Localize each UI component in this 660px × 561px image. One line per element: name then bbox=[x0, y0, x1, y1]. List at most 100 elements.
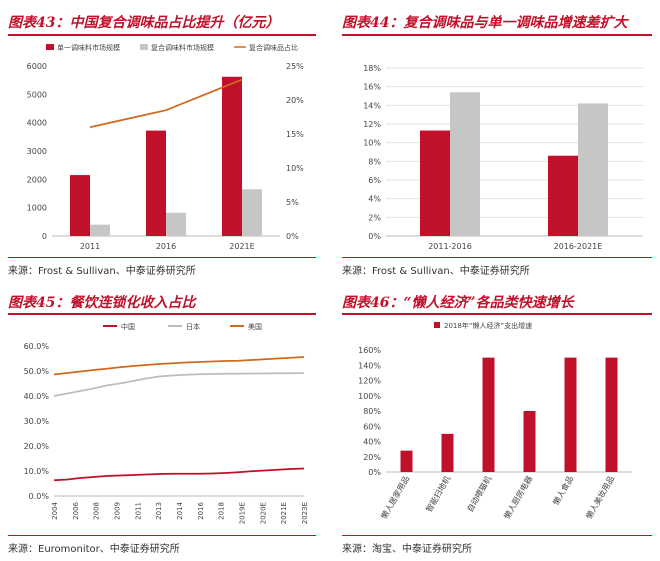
chart-44: 0% 2% 4% 6% 8% 10% 12% 14% 16% 18% 2011-2016 2016-2… bbox=[363, 64, 644, 251]
legend-label: 日本 bbox=[186, 322, 200, 331]
x-tick-label: 2016 bbox=[156, 242, 176, 251]
series-line bbox=[53, 467, 305, 482]
y-tick-label: 10% bbox=[363, 139, 381, 148]
bar bbox=[242, 189, 262, 236]
y-tick-label: 20% bbox=[363, 453, 381, 462]
panel-44: 图表44：复合调味品与单一调味品增速差扩大 0% 2% 4% 6% 8% 10% 12% 14… bbox=[342, 6, 652, 277]
bar bbox=[166, 212, 186, 236]
y-tick-label: 3000 bbox=[27, 147, 47, 156]
panel-title: 图表45：餐饮连锁化收入占比 bbox=[8, 295, 196, 311]
legend-label: 美国 bbox=[248, 322, 262, 331]
bar bbox=[441, 433, 454, 472]
y-tick-label: 4% bbox=[368, 195, 381, 204]
legend-swatch bbox=[434, 322, 440, 328]
y-tick-label: 50.0% bbox=[24, 367, 50, 376]
source-text: 来源：淘宝、中泰证券研究所 bbox=[342, 544, 472, 555]
x-tick-label: 2021E bbox=[280, 502, 288, 524]
x-tick-label: 2023E bbox=[301, 502, 309, 524]
x-tick-label: 懒人食品 bbox=[551, 474, 576, 507]
legend-label: 复合调味料市场规模 bbox=[151, 43, 214, 52]
source-text: 来源：Euromonitor、中泰证券研究所 bbox=[8, 544, 180, 555]
y-tick-label: 30.0% bbox=[24, 417, 50, 426]
source-rule bbox=[342, 535, 652, 536]
panel-title: 图表43：中国复合调味品占比提升（亿元） bbox=[8, 15, 280, 31]
x-tick-label: 2006 bbox=[72, 501, 80, 519]
legend-label: 2018年“懒人经济”支出增速 bbox=[444, 321, 532, 330]
x-tick-label: 2014 bbox=[176, 501, 184, 519]
panel-46: 图表46：“懒人经济”各品类快速增长 2018年“懒人经济”支出增速 0% 20% 4… bbox=[342, 288, 652, 556]
y2-tick-label: 0% bbox=[286, 232, 299, 241]
x-tick-label: 自动喂猫机 bbox=[465, 474, 494, 514]
x-tick-label: 2013 bbox=[155, 502, 163, 520]
x-tick-label: 2009 bbox=[114, 502, 122, 520]
x-tick-label: 2016 bbox=[197, 501, 205, 519]
bar bbox=[564, 357, 577, 472]
bar bbox=[605, 357, 618, 472]
series-line bbox=[89, 78, 243, 129]
y-tick-label: 60.0% bbox=[24, 342, 50, 351]
bar bbox=[578, 103, 608, 236]
y-tick-label: 100% bbox=[358, 392, 381, 401]
chart-43: 单一调味料市场规模 复合调味料市场规模 复合调味品占比 0 1000 2000 3000 40… bbox=[27, 43, 305, 251]
x-tick-label: 2018 bbox=[218, 502, 226, 520]
bar bbox=[90, 224, 110, 236]
series-line bbox=[53, 356, 305, 376]
source-text: 来源：Frost & Sullivan、中泰证券研究所 bbox=[342, 266, 530, 277]
y-tick-label: 2% bbox=[368, 213, 381, 222]
y2-tick-label: 10% bbox=[286, 164, 304, 173]
bar bbox=[70, 175, 90, 236]
panel-title: 图表46：“懒人经济”各品类快速增长 bbox=[342, 295, 574, 311]
y-tick-label: 10.0% bbox=[24, 467, 50, 476]
bar bbox=[548, 155, 578, 236]
x-tick-label: 2011-2016 bbox=[428, 242, 472, 251]
legend-label: 复合调味品占比 bbox=[249, 43, 298, 52]
x-tick-label: 2016-2021E bbox=[554, 242, 603, 251]
y-tick-label: 18% bbox=[363, 64, 381, 73]
y-tick-label: 60% bbox=[363, 422, 381, 431]
legend-label: 单一调味料市场规模 bbox=[57, 43, 120, 52]
source-text: 来源：Frost & Sullivan、中泰证券研究所 bbox=[8, 266, 196, 277]
source-rule bbox=[8, 257, 316, 258]
title-rule bbox=[8, 313, 316, 315]
legend-swatch bbox=[140, 44, 148, 50]
bar bbox=[450, 92, 480, 236]
y-tick-label: 5000 bbox=[27, 90, 47, 99]
y-tick-label: 40% bbox=[363, 438, 381, 447]
x-tick-label: 2021E bbox=[229, 242, 254, 251]
y2-tick-label: 20% bbox=[286, 96, 304, 105]
legend-label: 中国 bbox=[121, 322, 135, 331]
y-tick-label: 4000 bbox=[27, 119, 47, 128]
legend-swatch bbox=[46, 44, 54, 50]
title-rule bbox=[8, 34, 316, 36]
x-tick-label: 懒人厨房电器 bbox=[502, 474, 535, 521]
panel-43: 图表43：中国复合调味品占比提升（亿元） 单一调味料市场规模 复合调味料市场规模 复… bbox=[8, 6, 316, 277]
y-tick-label: 12% bbox=[363, 120, 381, 129]
chart-45: 中国 日本 美国 0.0% 10.0% 20.0% 30.0% 40.0% 50.0% 60.0%… bbox=[24, 322, 309, 524]
y2-tick-label: 15% bbox=[286, 130, 304, 139]
y-tick-label: 2000 bbox=[27, 175, 47, 184]
y-tick-label: 80% bbox=[363, 407, 381, 416]
bar bbox=[482, 357, 495, 472]
chart-46: 2018年“懒人经济”支出增速 0% 20% 40% 60% 80% 100% 120% 140… bbox=[358, 321, 632, 521]
source-rule bbox=[342, 257, 652, 258]
x-tick-label: 2008 bbox=[93, 502, 101, 520]
y-tick-label: 160% bbox=[358, 346, 381, 355]
x-tick-label: 2011 bbox=[80, 242, 100, 251]
y-tick-label: 16% bbox=[363, 83, 381, 92]
y-tick-label: 14% bbox=[363, 101, 381, 110]
x-tick-label: 懒人居家用品 bbox=[379, 474, 412, 521]
bar bbox=[400, 450, 413, 472]
y-tick-label: 20.0% bbox=[24, 442, 50, 451]
source-rule bbox=[8, 535, 316, 536]
y-tick-label: 140% bbox=[358, 361, 381, 370]
y-tick-label: 0 bbox=[42, 232, 47, 241]
title-rule bbox=[342, 34, 652, 36]
bar bbox=[146, 130, 166, 236]
y2-tick-label: 25% bbox=[286, 62, 304, 71]
x-tick-label: 智能扫地机 bbox=[424, 474, 453, 514]
x-tick-label: 2004 bbox=[51, 501, 59, 519]
y-tick-label: 0.0% bbox=[29, 492, 50, 501]
title-rule bbox=[342, 313, 652, 315]
x-tick-label: 2020E bbox=[259, 502, 267, 524]
y-tick-label: 40.0% bbox=[24, 392, 50, 401]
